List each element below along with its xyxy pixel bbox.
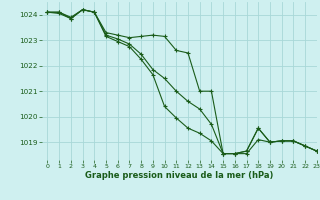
X-axis label: Graphe pression niveau de la mer (hPa): Graphe pression niveau de la mer (hPa) <box>85 171 273 180</box>
